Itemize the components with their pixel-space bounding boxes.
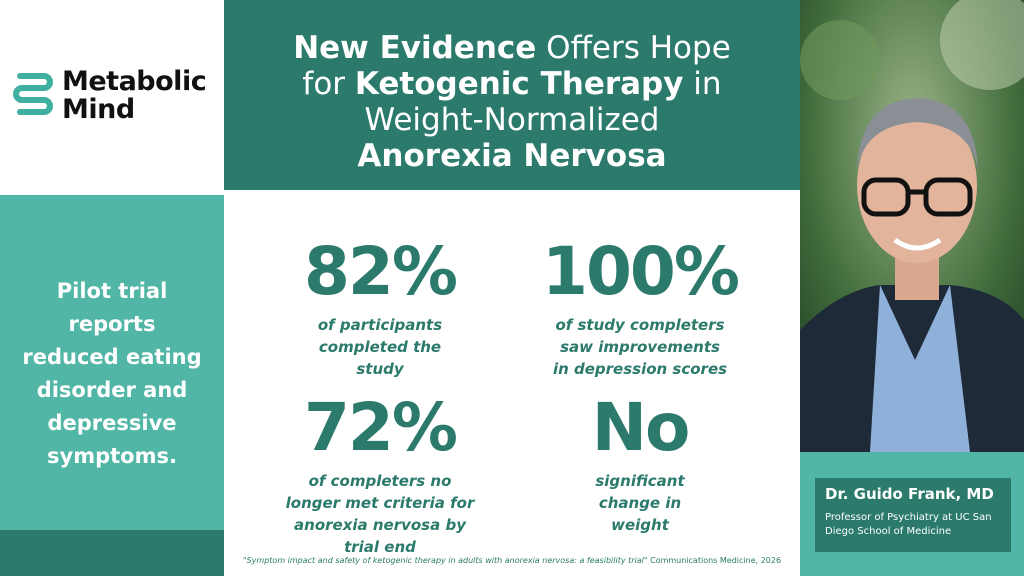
title-line: Weight-Normalized <box>224 102 800 138</box>
stat-value: No <box>591 389 691 466</box>
person-name: Dr. Guido Frank, MD <box>825 485 994 503</box>
logo-text: Mind <box>62 94 135 125</box>
title-line: Anorexia Nervosa <box>224 138 800 174</box>
stat-description: of participants completed the study <box>317 316 443 378</box>
title-segment: for <box>302 66 355 102</box>
stat-description: of study completers saw improvements in … <box>552 316 728 378</box>
title-segment: New Evidence <box>293 30 537 66</box>
stat-value: 82% <box>304 233 458 310</box>
logo-icon <box>13 73 53 115</box>
title-line: New Evidence Offers Hope <box>224 30 800 66</box>
title-segment: in <box>683 66 722 102</box>
tagline: Pilot trial reports reduced eating disor… <box>0 195 224 530</box>
logo-text: Metabolic <box>62 66 207 97</box>
name-box: Dr. Guido Frank, MD Professor of Psychia… <box>815 478 1011 552</box>
stat-value: 100% <box>542 233 740 310</box>
stat: 100% of study completers saw improvement… <box>510 236 770 380</box>
portrait-photo <box>800 0 1024 452</box>
title-segment: Ketogenic Therapy <box>354 66 684 102</box>
citation: "Symptom impact and safety of ketogenic … <box>224 556 800 565</box>
stat-value: 72% <box>304 389 458 466</box>
footer-band <box>0 530 224 576</box>
stat: 82% of participants completed the study <box>250 236 510 380</box>
citation-source: Communications Medicine, 2026 <box>647 556 782 565</box>
citation-title: "Symptom impact and safety of ketogenic … <box>242 556 648 565</box>
person-role: Professor of Psychiatry at UC San Diego … <box>825 512 992 537</box>
stat-description: of completers no longer met criteria for… <box>285 472 475 556</box>
title: New Evidence Offers Hope for Ketogenic Th… <box>224 0 800 190</box>
title-segment: Weight-Normalized <box>364 102 660 138</box>
stat-description: significant change in weight <box>595 472 685 534</box>
title-line: for Ketogenic Therapy in <box>224 66 800 102</box>
title-segment: Offers Hope <box>536 30 731 66</box>
title-segment: Anorexia Nervosa <box>357 138 667 174</box>
stat: No significant change in weight <box>510 392 770 536</box>
stat: 72% of completers no longer met criteria… <box>250 392 510 558</box>
